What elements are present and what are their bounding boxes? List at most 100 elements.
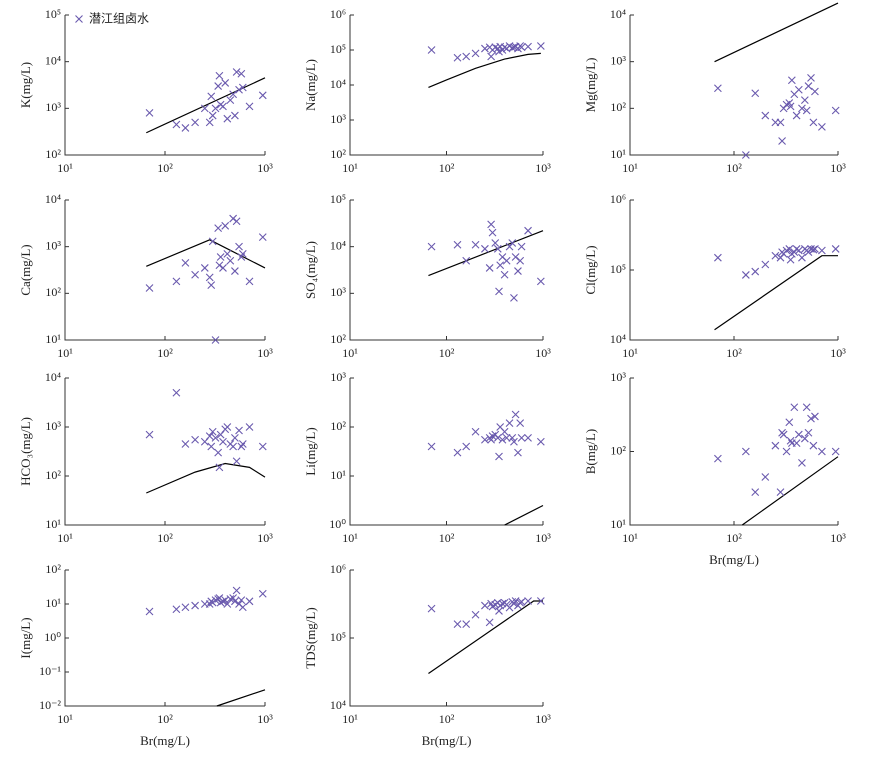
data-point bbox=[145, 430, 154, 439]
x-tick-label: 10³ bbox=[535, 531, 551, 545]
data-point bbox=[510, 293, 518, 302]
data-point bbox=[818, 246, 826, 255]
data-point bbox=[207, 92, 216, 101]
data-point bbox=[811, 245, 819, 253]
data-point bbox=[207, 281, 216, 290]
y-axis-label: I(mg/L) bbox=[18, 617, 33, 658]
y-axis-label: TDS(mg/L) bbox=[303, 607, 318, 668]
y-tick-label: 10⁴ bbox=[330, 238, 346, 252]
y-tick-label: 10¹ bbox=[45, 596, 61, 610]
data-point bbox=[245, 277, 254, 286]
data-point bbox=[818, 123, 826, 131]
data-point bbox=[205, 118, 214, 127]
data-point bbox=[811, 412, 819, 421]
data-point bbox=[145, 284, 154, 292]
data-point bbox=[471, 240, 480, 249]
y-axis-label: K(mg/L) bbox=[18, 62, 33, 108]
x-tick-label: 10² bbox=[157, 531, 173, 545]
data-point bbox=[511, 410, 520, 419]
x-tick-label: 10³ bbox=[257, 346, 273, 360]
trend-line bbox=[428, 600, 543, 675]
data-point bbox=[508, 433, 517, 442]
data-point bbox=[485, 618, 494, 627]
data-point bbox=[258, 589, 267, 598]
data-point bbox=[481, 601, 489, 610]
x-tick-label: 10¹ bbox=[622, 346, 638, 360]
data-point bbox=[500, 427, 509, 436]
data-point bbox=[219, 102, 227, 111]
x-tick-label: 10² bbox=[157, 712, 173, 726]
y-tick-label: 10⁴ bbox=[330, 698, 346, 712]
data-point bbox=[804, 82, 813, 90]
data-point bbox=[505, 242, 514, 251]
trend-line bbox=[428, 230, 544, 277]
data-point bbox=[471, 49, 480, 58]
data-point bbox=[191, 118, 199, 127]
data-point bbox=[229, 90, 238, 99]
y-tick-label: 10³ bbox=[330, 370, 346, 384]
data-point bbox=[517, 597, 526, 606]
data-point bbox=[211, 596, 220, 605]
data-point bbox=[231, 267, 239, 275]
data-point bbox=[145, 108, 154, 117]
y-axis-label: Mg(mg/L) bbox=[583, 58, 598, 113]
data-point bbox=[714, 253, 722, 262]
data-point bbox=[235, 242, 243, 251]
data-point bbox=[831, 447, 840, 456]
data-point bbox=[221, 79, 230, 87]
data-point bbox=[792, 111, 801, 120]
data-point bbox=[172, 120, 181, 129]
data-point bbox=[493, 244, 502, 253]
data-point bbox=[502, 433, 511, 442]
trend-line bbox=[741, 456, 839, 526]
data-point bbox=[208, 111, 217, 120]
data-point bbox=[794, 246, 803, 255]
trend-line bbox=[146, 239, 266, 269]
y-tick-label: 10³ bbox=[610, 370, 626, 384]
data-point bbox=[231, 433, 239, 442]
trend-line bbox=[216, 689, 266, 707]
data-point bbox=[786, 102, 795, 111]
panel: 10¹ 10² 10³ 10¹ 10² 10³ 10⁴ Ca(mg/L) bbox=[18, 192, 273, 360]
x-tick-label: 10² bbox=[726, 346, 742, 360]
data-point bbox=[231, 597, 239, 606]
x-tick-label: 10³ bbox=[535, 346, 551, 360]
data-point bbox=[790, 403, 799, 412]
y-tick-label: 10⁻² bbox=[39, 698, 61, 712]
data-point bbox=[536, 42, 545, 50]
y-tick-label: 10⁵ bbox=[330, 42, 346, 56]
trend-line bbox=[428, 52, 541, 89]
data-point bbox=[223, 114, 232, 123]
y-tick-label: 10³ bbox=[45, 419, 61, 433]
y-tick-label: 10¹ bbox=[610, 147, 626, 161]
y-tick-label: 10³ bbox=[330, 112, 346, 126]
data-point bbox=[219, 264, 227, 272]
data-point bbox=[200, 104, 209, 113]
data-point bbox=[453, 448, 462, 457]
data-point bbox=[488, 228, 497, 237]
trend-line bbox=[146, 462, 266, 494]
trend-line bbox=[504, 504, 544, 526]
data-point bbox=[237, 596, 246, 605]
data-point bbox=[427, 46, 436, 54]
trend-line bbox=[714, 255, 838, 331]
data-point bbox=[786, 436, 795, 445]
data-point bbox=[761, 260, 770, 269]
data-point bbox=[514, 448, 522, 457]
data-point bbox=[495, 287, 503, 296]
data-point bbox=[462, 620, 471, 629]
x-tick-label: 10³ bbox=[257, 712, 273, 726]
data-point bbox=[205, 432, 214, 441]
data-point bbox=[787, 76, 796, 85]
data-point bbox=[807, 73, 815, 82]
data-point bbox=[245, 597, 254, 606]
data-point bbox=[785, 245, 794, 253]
data-point bbox=[517, 242, 526, 251]
data-point bbox=[761, 111, 770, 120]
data-point bbox=[214, 448, 223, 457]
data-point bbox=[514, 267, 522, 275]
y-tick-label: 10² bbox=[45, 468, 61, 482]
data-point bbox=[516, 256, 525, 265]
